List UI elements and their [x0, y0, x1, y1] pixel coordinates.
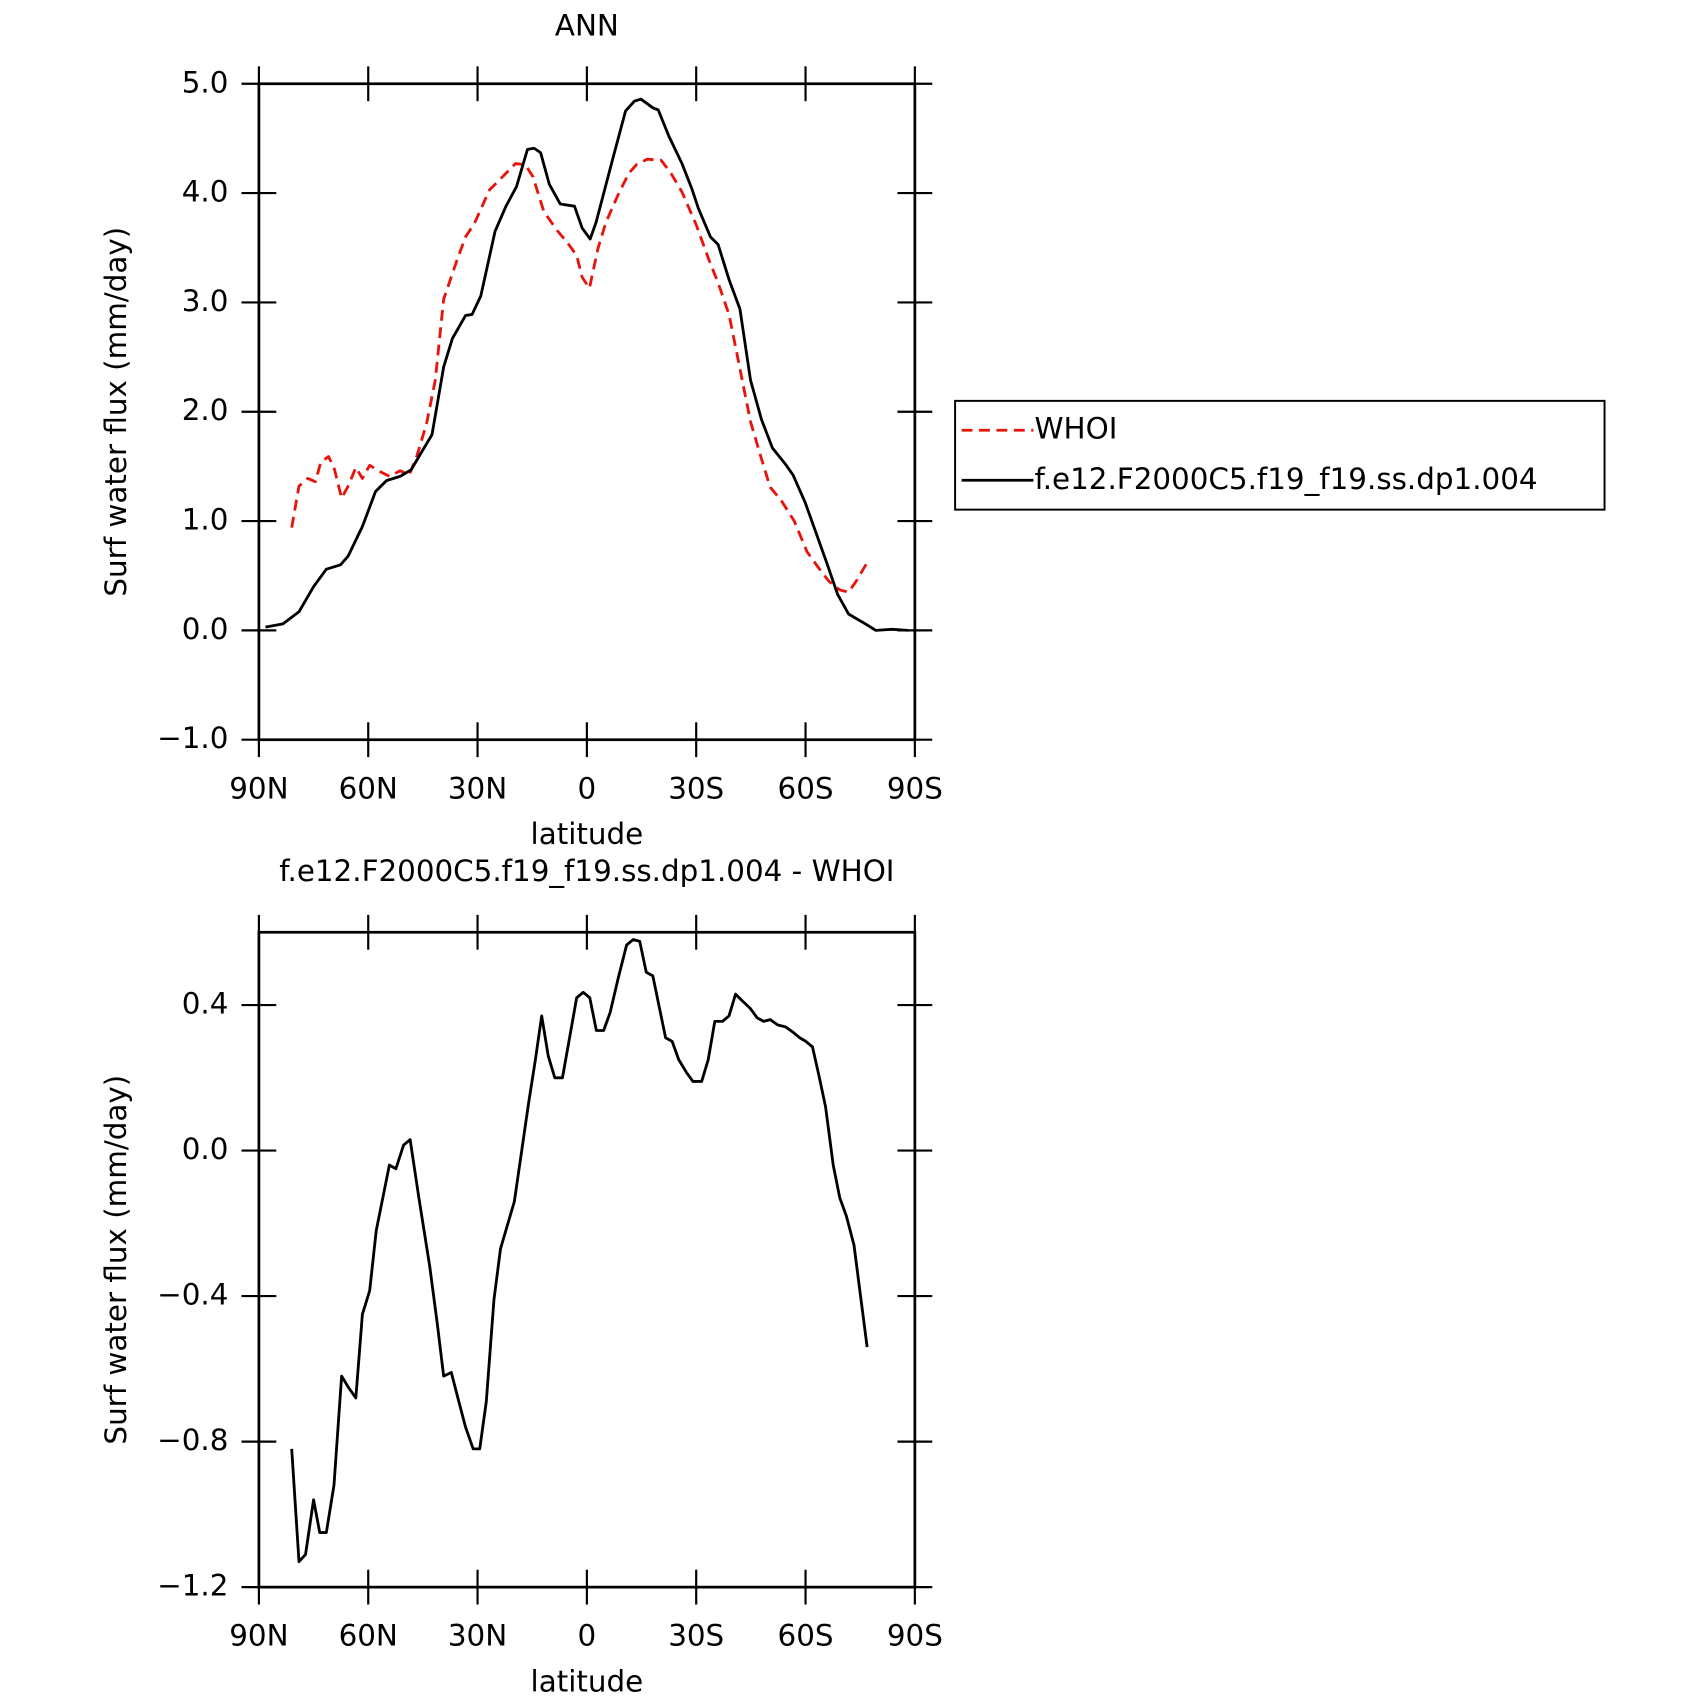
y-tick-label: 0.0 [182, 1132, 229, 1166]
y-tick-label: −1.2 [157, 1569, 228, 1603]
data-line [290, 938, 869, 1564]
y-tick-label: 5.0 [182, 65, 229, 99]
x-tick-label: 60S [778, 1619, 834, 1653]
x-tick-label: 90S [887, 1619, 943, 1653]
y-tick-label: 0.4 [182, 987, 229, 1021]
y-tick-label: −0.4 [157, 1278, 228, 1312]
x-tick-label: 60N [339, 771, 398, 805]
x-tick-label: 0 [578, 1619, 597, 1653]
x-tick-label: 90N [229, 1619, 288, 1653]
legend-box [954, 399, 1606, 511]
y-tick-label: 0.0 [182, 612, 229, 646]
y-tick-label: 4.0 [182, 175, 229, 209]
x-tick-label: 0 [578, 771, 597, 805]
x-tick-label: 60S [778, 771, 834, 805]
y-tick-label: 1.0 [182, 503, 229, 537]
y-axis-label: Surf water flux (mm/day) [99, 1075, 133, 1445]
x-tick-label: 30N [448, 771, 507, 805]
x-tick-label: 90N [229, 771, 288, 805]
y-tick-label: −0.8 [157, 1423, 228, 1457]
chart-title: ANN [555, 9, 619, 43]
legend-label: f.e12.F2000C5.f19_f19.ss.dp1.004 [1035, 462, 1538, 496]
x-tick-label: 60N [339, 1619, 398, 1653]
y-tick-label: −1.0 [157, 721, 228, 755]
legend-label: WHOI [1035, 412, 1118, 446]
x-axis-label: latitude [531, 1664, 644, 1697]
y-tick-label: 2.0 [182, 393, 229, 427]
chart-title: f.e12.F2000C5.f19_f19.ss.dp1.004 - WHOI [279, 854, 894, 888]
y-axis-label: Surf water flux (mm/day) [99, 227, 133, 597]
x-tick-label: 30S [668, 771, 724, 805]
x-tick-label: 30N [448, 1619, 507, 1653]
plot-frame [257, 82, 917, 742]
data-line [290, 157, 869, 594]
x-axis-label: latitude [531, 817, 644, 851]
data-line [265, 97, 909, 632]
x-tick-label: 90S [887, 771, 943, 805]
y-tick-label: 3.0 [182, 284, 229, 318]
plot-frame [257, 930, 917, 1589]
x-tick-label: 30S [668, 1619, 724, 1653]
